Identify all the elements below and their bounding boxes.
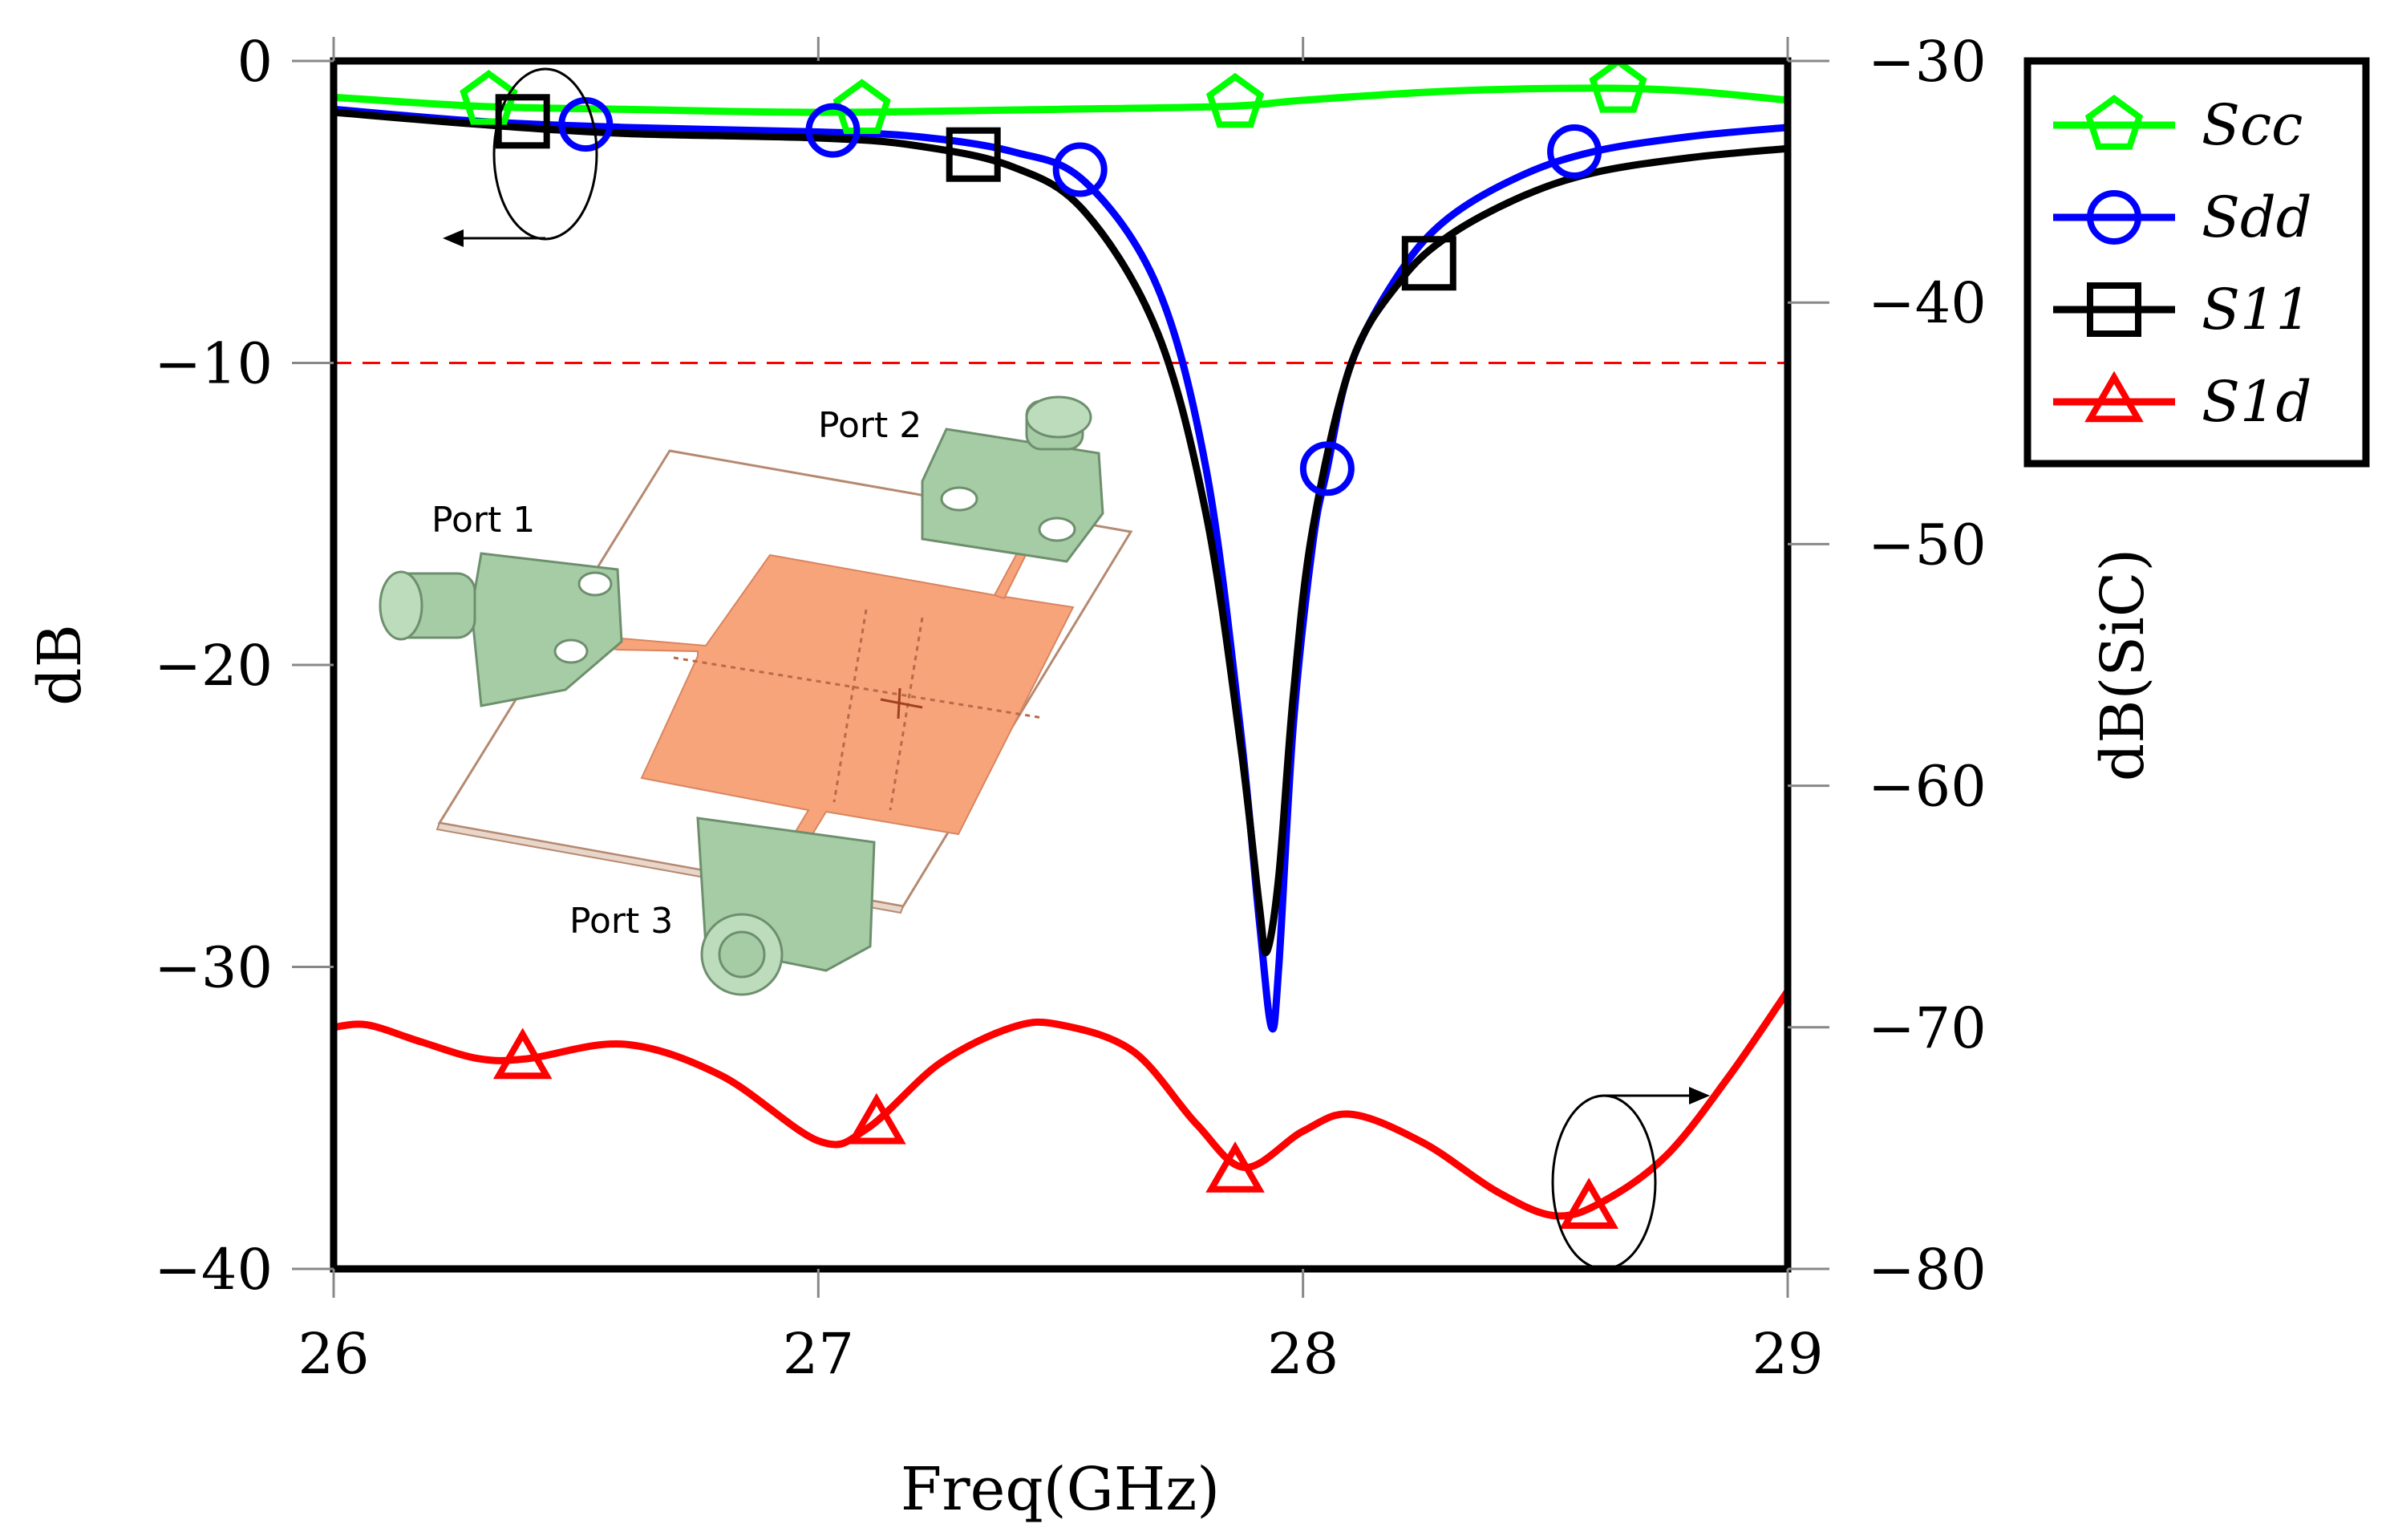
inset-label-port1: Port 1 <box>431 500 535 541</box>
legend-label-sdd: Sdd <box>2202 184 2312 250</box>
inset-slot-lines <box>673 609 1043 811</box>
series-marker-s1d <box>492 1027 553 1080</box>
series-marker-s1d <box>1559 1177 1619 1229</box>
left-axis-indicator <box>443 67 598 247</box>
left-y-axis-title: dB <box>26 624 95 706</box>
series-marker-s11 <box>495 94 550 149</box>
series-marker-scc <box>832 79 891 134</box>
series-marker-scc <box>1205 72 1265 128</box>
left-y-tick-label: 0 <box>237 29 273 95</box>
x-tick-label: 28 <box>1267 1321 1339 1387</box>
inset-label-port3: Port 3 <box>569 901 673 942</box>
series-marker-sdd <box>1052 142 1108 197</box>
left-y-tick-label: −20 <box>154 633 273 699</box>
legend-marker-s11 <box>2087 282 2141 337</box>
right-y-tick-label: −50 <box>1868 512 1987 578</box>
right-y-tick-label: −30 <box>1868 29 1987 95</box>
series-marker-s11 <box>946 127 1001 182</box>
inset-connector-port1 <box>379 552 623 707</box>
legend-label-s11: S11 <box>2202 277 2311 342</box>
left-y-tick-label: −40 <box>154 1237 273 1303</box>
left-y-tick-label: −30 <box>154 935 273 1001</box>
legend-label-scc: Scc <box>2202 92 2303 158</box>
marker-layer <box>460 57 1647 1229</box>
x-tick-label: 26 <box>298 1321 369 1387</box>
legend-marker-scc <box>2084 95 2144 150</box>
left-y-axis-ticks: 0 −10 −20 −30 −40 <box>154 29 334 1303</box>
x-tick-label: 29 <box>1752 1321 1823 1387</box>
series-marker-scc <box>1589 57 1647 113</box>
series-marker-sdd <box>805 103 861 158</box>
series-marker-sdd <box>1299 441 1355 496</box>
legend-marker-s1d <box>2084 371 2144 423</box>
x-tick-label: 27 <box>783 1321 854 1387</box>
right-y-tick-label: −70 <box>1868 995 1987 1061</box>
inset-crosshair <box>880 687 923 719</box>
series-marker-sdd <box>1547 124 1602 179</box>
series-marker-scc <box>460 70 518 125</box>
x-axis-title: Freq(GHz) <box>901 1455 1220 1524</box>
inset-connector-port2 <box>921 395 1104 563</box>
series-marker-s1d <box>847 1092 906 1145</box>
x-axis-ticks: 26 27 28 29 <box>298 37 1824 1387</box>
left-y-tick-label: −10 <box>154 331 273 397</box>
board-inset-illustration: Port 1 Port 2 Port 3 <box>379 395 1133 996</box>
legend-label-s1d: S1d <box>2202 369 2311 435</box>
right-y-axis-title: dB(SiC) <box>2088 549 2157 781</box>
right-y-axis-ticks: −30 −40 −50 −60 −70 −80 <box>1788 29 1987 1303</box>
series-marker-sdd <box>558 97 614 152</box>
legend: Scc Sdd S11 S1d <box>2023 57 2370 468</box>
right-y-tick-label: −60 <box>1868 754 1987 820</box>
legend-marker-sdd <box>2087 190 2141 245</box>
series-marker-s1d <box>1205 1141 1265 1193</box>
inset-connector-port3 <box>696 817 876 996</box>
right-y-tick-label: −40 <box>1868 270 1987 336</box>
right-y-tick-label: −80 <box>1868 1237 1987 1303</box>
series-marker-s11 <box>1401 236 1456 291</box>
inset-label-port2: Port 2 <box>818 405 922 446</box>
